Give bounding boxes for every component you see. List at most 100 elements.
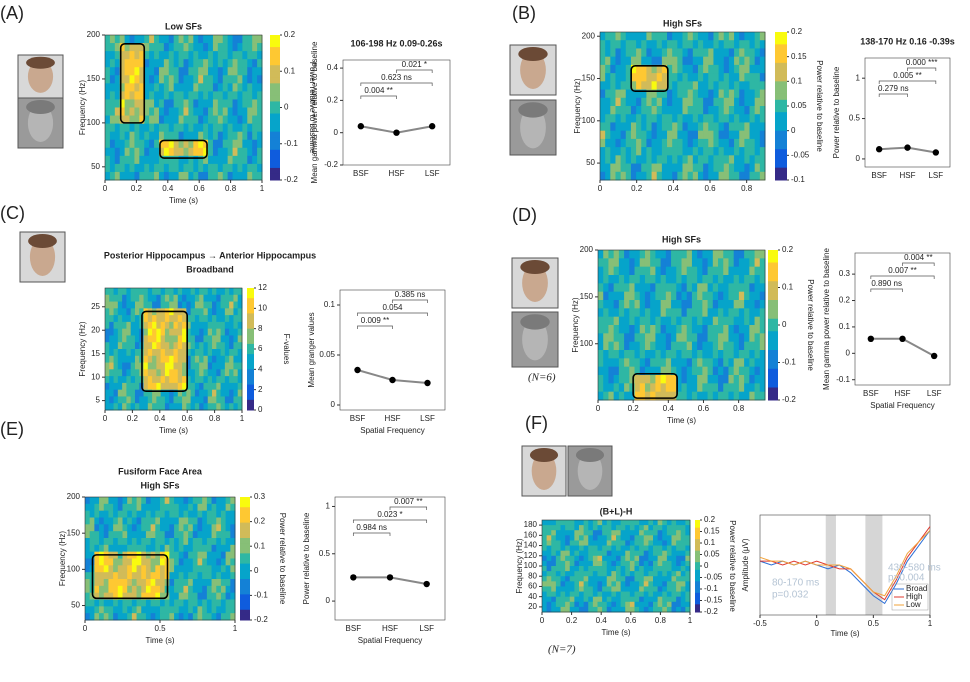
- heatmap-cell: [759, 48, 766, 58]
- heatmap-cell: [723, 283, 729, 293]
- heatmap-cell: [212, 403, 217, 411]
- heatmap-cell: [733, 316, 740, 326]
- heatmap-cell: [105, 75, 111, 84]
- heatmap-cell: [149, 83, 155, 92]
- heatmap-cell: [257, 83, 263, 92]
- heatmap-cell: [625, 48, 632, 58]
- heatmap-cell: [624, 250, 630, 259]
- heatmap-cell: [119, 59, 126, 68]
- heatmap-cell: [592, 576, 598, 582]
- heatmap-cell: [99, 613, 105, 621]
- heatmap-cell: [707, 308, 714, 318]
- heatmap-cell: [117, 396, 123, 404]
- heatmap-cell: [202, 544, 208, 553]
- heatmap-cell: [697, 266, 703, 276]
- heatmap-cell: [143, 335, 149, 343]
- heatmap-cell: [682, 171, 689, 181]
- heatmap-cell: [602, 530, 608, 536]
- heatmap-cell: [677, 138, 683, 148]
- heatmap-cell: [592, 550, 598, 557]
- significant-cluster: [141, 310, 189, 393]
- y-tick-label: 160: [524, 530, 538, 539]
- heatmap-cell: [225, 497, 231, 505]
- heatmap-cell: [691, 300, 698, 309]
- heatmap-cell: [672, 106, 678, 115]
- heatmap-cell: [105, 294, 110, 303]
- heatmap-cell: [113, 565, 119, 573]
- heatmap-cell: [119, 147, 126, 157]
- heatmap-cell: [199, 349, 204, 357]
- heatmap-cell: [702, 366, 709, 376]
- colorbar-label: Power relative to baseline: [815, 60, 824, 152]
- heatmap-cell: [692, 40, 699, 49]
- heatmap-cell: [222, 171, 229, 181]
- heatmap-cell: [680, 545, 686, 552]
- heatmap-cell: [206, 572, 213, 580]
- x-tick-label: 0.8: [733, 404, 745, 413]
- heatmap-cell: [158, 67, 165, 76]
- heatmap-cell: [610, 155, 616, 165]
- heatmap-cell: [203, 328, 209, 336]
- heatmap-cell: [208, 83, 214, 92]
- heatmap-cell: [203, 43, 209, 52]
- heatmap-cell: [227, 131, 234, 141]
- heatmap-cell: [136, 592, 142, 600]
- heatmap-cell: [629, 291, 636, 301]
- heatmap-cell: [754, 106, 761, 115]
- x-axis-label: Time (s): [145, 636, 174, 645]
- heatmap-cell: [738, 341, 745, 351]
- heatmap-cell: [122, 565, 128, 573]
- heatmap-cell: [629, 530, 635, 536]
- heatmap-cell: [728, 275, 735, 284]
- heatmap-cell: [687, 171, 694, 181]
- heatmap-cell: [105, 403, 110, 411]
- heatmap-cell: [718, 350, 724, 359]
- y-tick-label: 0.2: [327, 95, 339, 104]
- heatmap-cell: [565, 571, 571, 577]
- heatmap-cell: [114, 139, 121, 149]
- heatmap-cell: [602, 586, 608, 593]
- heatmap-cell: [677, 56, 683, 66]
- heatmap-cell: [141, 565, 147, 573]
- y-tick-label: 150: [67, 528, 81, 537]
- heatmap-cell: [592, 601, 598, 608]
- heatmap-cell: [739, 32, 745, 41]
- heatmap-cell: [145, 510, 152, 518]
- heatmap-cell: [697, 155, 704, 165]
- heatmap-cell: [661, 130, 668, 140]
- heatmap-cell: [697, 106, 704, 115]
- heatmap-cell: [583, 540, 589, 547]
- heatmap-cell: [692, 89, 699, 99]
- heatmap-cell: [232, 123, 238, 133]
- heatmap-cell: [174, 572, 180, 580]
- heatmap-cell: [759, 114, 766, 123]
- heatmap-cell: [230, 538, 236, 546]
- heatmap-cell: [119, 163, 126, 173]
- heatmap-cell: [697, 283, 703, 293]
- heatmap-cell: [183, 131, 189, 141]
- heatmap-cell: [718, 266, 724, 276]
- heatmap-cell: [672, 130, 678, 140]
- heatmap-cell: [671, 258, 677, 268]
- heatmap-cell: [192, 592, 198, 600]
- heatmap-cell: [183, 83, 189, 92]
- heatmap-cell: [606, 571, 612, 577]
- heatmap-cell: [203, 131, 209, 141]
- heatmap-cell: [177, 288, 183, 296]
- x-tick-label: BSF: [350, 414, 366, 423]
- heatmap-cell: [624, 325, 630, 334]
- heatmap-cell: [229, 288, 234, 296]
- heatmap-cell: [629, 601, 635, 608]
- heatmap-cell: [129, 147, 135, 157]
- heatmap-cell: [99, 517, 105, 525]
- heatmap-cell: [641, 138, 647, 148]
- heatmap-cell: [625, 147, 632, 156]
- annotation: p=0.032: [772, 590, 809, 601]
- heatmap-cell: [583, 576, 589, 582]
- heatmap-cell: [606, 545, 612, 552]
- heatmap-cell: [681, 325, 688, 334]
- heatmap-cell: [629, 325, 636, 334]
- heatmap-cell: [131, 613, 138, 621]
- heatmap-cell: [630, 122, 637, 132]
- heatmap-cell: [665, 275, 672, 284]
